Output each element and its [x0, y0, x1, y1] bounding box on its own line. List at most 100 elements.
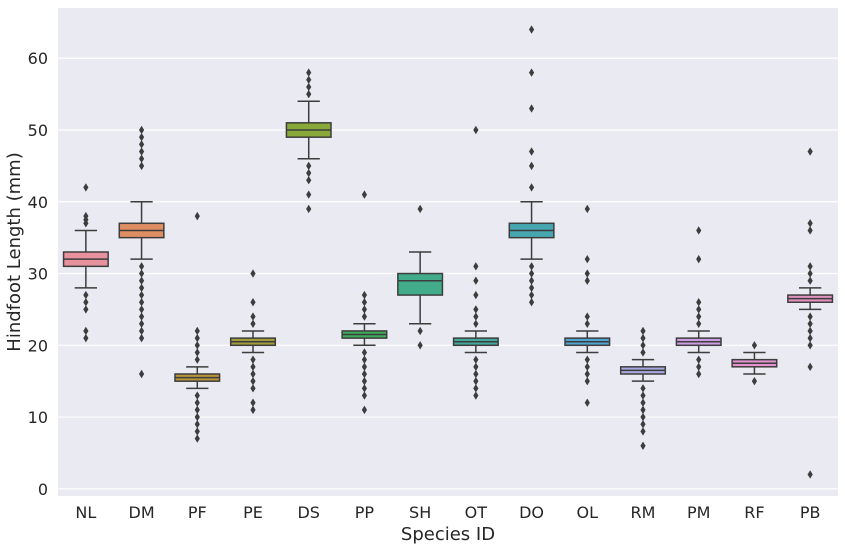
y-tick-label: 50: [28, 121, 48, 140]
outlier-point: [528, 269, 535, 278]
outlier-point: [584, 269, 590, 278]
outlier-point: [138, 298, 145, 307]
outlier-point: [250, 384, 256, 393]
outlier-point: [584, 369, 590, 379]
outlier-point: [83, 298, 89, 307]
outlier-point: [306, 161, 312, 171]
outlier-point: [250, 298, 256, 307]
outlier-point: [138, 154, 145, 163]
outlier-point: [807, 341, 813, 350]
outlier-point: [584, 376, 590, 386]
outlier-point: [807, 276, 813, 285]
outlier-point: [528, 183, 535, 192]
outlier-point: [473, 262, 479, 271]
outlier-point: [473, 290, 479, 300]
outlier-point: [361, 384, 368, 393]
outlier-point: [306, 190, 312, 199]
box-sh: [397, 204, 444, 350]
outlier-point: [138, 132, 145, 142]
outlier-point: [528, 147, 535, 156]
x-tick-labels: NL DM PF PE DS PP SH OT DO OL RM PM RF PB: [75, 503, 820, 522]
outlier-point: [640, 420, 646, 429]
box-series: [62, 25, 834, 479]
outlier-point: [194, 333, 200, 343]
outlier-point: [138, 283, 145, 293]
box-ds: [285, 68, 332, 214]
outlier-point: [473, 305, 479, 314]
outlier-point: [696, 298, 702, 307]
y-tick-label: 10: [28, 408, 48, 427]
outlier-point: [306, 75, 312, 84]
outlier-point: [138, 140, 145, 149]
outlier-point: [417, 204, 423, 214]
box-ot: [452, 125, 499, 400]
plot-area: [58, 8, 838, 496]
outlier-point: [361, 348, 368, 357]
outlier-point: [473, 369, 479, 379]
y-tick-label: 20: [28, 336, 48, 355]
outlier-point: [250, 269, 256, 278]
box-do: [508, 25, 555, 307]
outlier-point: [194, 420, 200, 429]
box-pf: [174, 211, 221, 443]
outlier-point: [640, 384, 646, 393]
x-tick-label: RF: [744, 503, 764, 522]
outlier-point: [807, 219, 813, 228]
outlier-point: [194, 427, 200, 436]
outlier-point: [306, 204, 312, 214]
x-tick-label: PE: [243, 503, 263, 522]
outlier-point: [138, 369, 145, 379]
outlier-point: [584, 319, 590, 328]
outlier-point: [584, 254, 590, 264]
outlier-point: [138, 333, 145, 343]
outlier-point: [83, 290, 89, 300]
outlier-point: [473, 312, 479, 321]
outlier-point: [696, 362, 702, 372]
outlier-point: [696, 355, 702, 364]
x-tick-label: OT: [465, 503, 488, 522]
x-axis-label: Species ID: [401, 524, 495, 545]
outlier-point: [417, 326, 423, 336]
outlier-point: [138, 290, 145, 300]
x-tick-label: OL: [577, 503, 599, 522]
outlier-point: [696, 305, 702, 314]
outlier-point: [640, 398, 646, 407]
outlier-point: [83, 326, 89, 336]
outlier-point: [640, 348, 646, 357]
outlier-point: [138, 125, 145, 135]
outlier-point: [194, 412, 200, 422]
outlier-point: [473, 376, 479, 386]
box-dm: [118, 125, 165, 379]
outlier-point: [473, 384, 479, 393]
outlier-point: [807, 319, 813, 328]
outlier-point: [528, 68, 535, 77]
outlier-point: [194, 355, 200, 364]
outlier-point: [696, 254, 702, 264]
box-nl: [62, 183, 109, 343]
outlier-point: [250, 319, 256, 328]
outlier-point: [138, 312, 145, 321]
outlier-point: [751, 376, 758, 386]
y-tick-labels: 0 10 20 30 40 50 60: [28, 49, 48, 499]
outlier-point: [751, 341, 758, 350]
outlier-point: [807, 470, 813, 479]
outlier-point: [138, 147, 145, 156]
outlier-point: [640, 441, 646, 450]
outlier-point: [361, 190, 368, 199]
outlier-point: [138, 262, 145, 271]
outlier-point: [83, 183, 89, 192]
outlier-point: [528, 104, 535, 113]
outlier-point: [528, 298, 535, 307]
outlier-point: [417, 341, 423, 350]
x-tick-label: DO: [519, 503, 544, 522]
outlier-point: [138, 269, 145, 278]
outlier-point: [528, 283, 535, 293]
box-pe: [229, 269, 277, 415]
outlier-point: [194, 391, 200, 400]
outlier-point: [473, 362, 479, 372]
outlier-point: [83, 305, 89, 314]
outlier-point: [584, 276, 590, 285]
iqr-box: [397, 272, 444, 296]
outlier-point: [584, 312, 590, 321]
outlier-point: [473, 355, 479, 364]
